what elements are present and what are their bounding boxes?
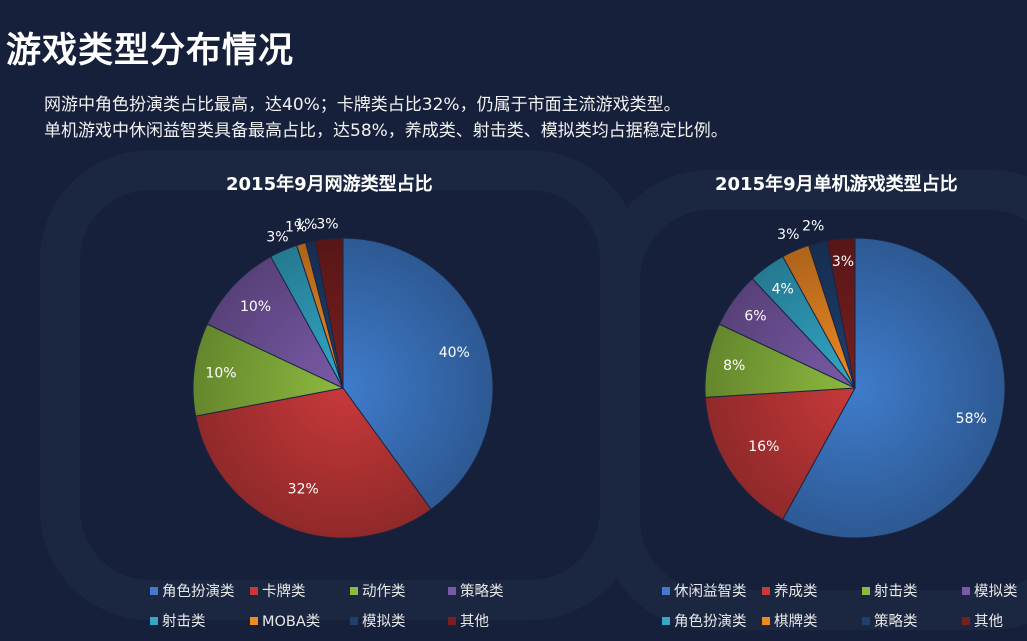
pie-slice-2 (195, 387, 432, 539)
legend-item-8: 其他 (962, 610, 1003, 631)
legend-item-3: 射击类 (862, 580, 918, 601)
pie-data-label-7: 1% (295, 217, 317, 233)
summary-line-2: 单机游戏中休闲益智类具备最高占比，达58%，养成类、射击类、模拟类均占据稳定比例… (44, 121, 728, 141)
legend-item-7: 模拟类 (350, 610, 406, 631)
legend-label: 养成类 (774, 584, 818, 600)
legend-item-7: 策略类 (862, 610, 918, 631)
legend-label: 模拟类 (974, 584, 1018, 600)
online-game-legend: 角色扮演类 卡牌类 动作类 策略类射击类 MOBA类 模拟类 其他 (150, 580, 550, 630)
legend-swatch (448, 586, 456, 595)
legend-item-4: 模拟类 (962, 580, 1018, 601)
pie-data-label-6: 1% (285, 220, 307, 236)
legend-item-2: 卡牌类 (250, 580, 306, 601)
legend-item-5: 射击类 (150, 610, 206, 631)
legend-swatch (862, 586, 870, 595)
legend-swatch (150, 586, 158, 595)
legend-swatch (448, 616, 456, 625)
pie-slice-4 (206, 255, 345, 390)
legend-item-4: 策略类 (448, 580, 504, 601)
legend-swatch (762, 586, 770, 595)
standalone-game-chart-title: 2015年9月单机游戏类型占比 (715, 174, 958, 195)
legend-label: 角色扮演类 (674, 614, 747, 630)
legend-item-6: 棋牌类 (762, 610, 818, 631)
legend-swatch (762, 616, 770, 625)
legend-label: 休闲益智类 (674, 584, 747, 600)
pie-data-label-2: 32% (288, 481, 319, 497)
legend-label: 棋牌类 (774, 614, 818, 630)
pie-slice-1 (342, 237, 494, 511)
standalone-game-legend: 休闲益智类 养成类 射击类 模拟类角色扮演类 棋牌类 策略类 其他 (662, 580, 1027, 630)
legend-item-2: 养成类 (762, 580, 818, 601)
legend-item-5: 角色扮演类 (662, 610, 747, 631)
legend-label: 模拟类 (362, 614, 406, 630)
legend-swatch (250, 586, 258, 595)
legend-label: 射击类 (874, 584, 918, 600)
pie-data-label-5: 3% (266, 230, 288, 246)
page-title: 游戏类型分布情况 (6, 31, 295, 71)
legend-label: MOBA类 (262, 614, 321, 630)
legend-label: 动作类 (362, 584, 406, 600)
pie-data-label-8: 3% (316, 217, 338, 233)
legend-swatch (250, 616, 258, 625)
pie-data-label-1: 40% (439, 345, 470, 361)
legend-swatch (962, 616, 970, 625)
legend-label: 射击类 (162, 614, 206, 630)
legend-label: 策略类 (874, 614, 918, 630)
legend-item-1: 休闲益智类 (662, 580, 747, 601)
legend-label: 其他 (974, 614, 1003, 630)
legend-item-8: 其他 (448, 610, 489, 631)
summary-text: 网游中角色扮演类占比最高，达40%；卡牌类占比32%，仍属于市面主流游戏类型。 … (44, 92, 728, 144)
legend-swatch (662, 586, 670, 595)
legend-item-6: MOBA类 (250, 610, 320, 631)
legend-swatch (862, 616, 870, 625)
pie-slice-8 (314, 237, 344, 389)
pie-data-label-3: 10% (205, 366, 236, 382)
legend-swatch (662, 616, 670, 625)
legend-label: 其他 (460, 614, 489, 630)
legend-item-3: 动作类 (350, 580, 406, 601)
legend-swatch (350, 586, 358, 595)
legend-label: 策略类 (460, 584, 504, 600)
summary-line-1: 网游中角色扮演类占比最高，达40%；卡牌类占比32%，仍属于市面主流游戏类型。 (44, 95, 681, 115)
pie-slice-3 (192, 323, 345, 417)
online-game-chart-title: 2015年9月网游类型占比 (226, 174, 433, 195)
legend-label: 角色扮演类 (162, 584, 235, 600)
legend-swatch (150, 616, 158, 625)
legend-label: 卡牌类 (262, 584, 306, 600)
pie-data-label-4: 10% (240, 299, 271, 315)
legend-swatch (962, 586, 970, 595)
legend-item-1: 角色扮演类 (150, 580, 235, 601)
legend-swatch (350, 616, 358, 625)
